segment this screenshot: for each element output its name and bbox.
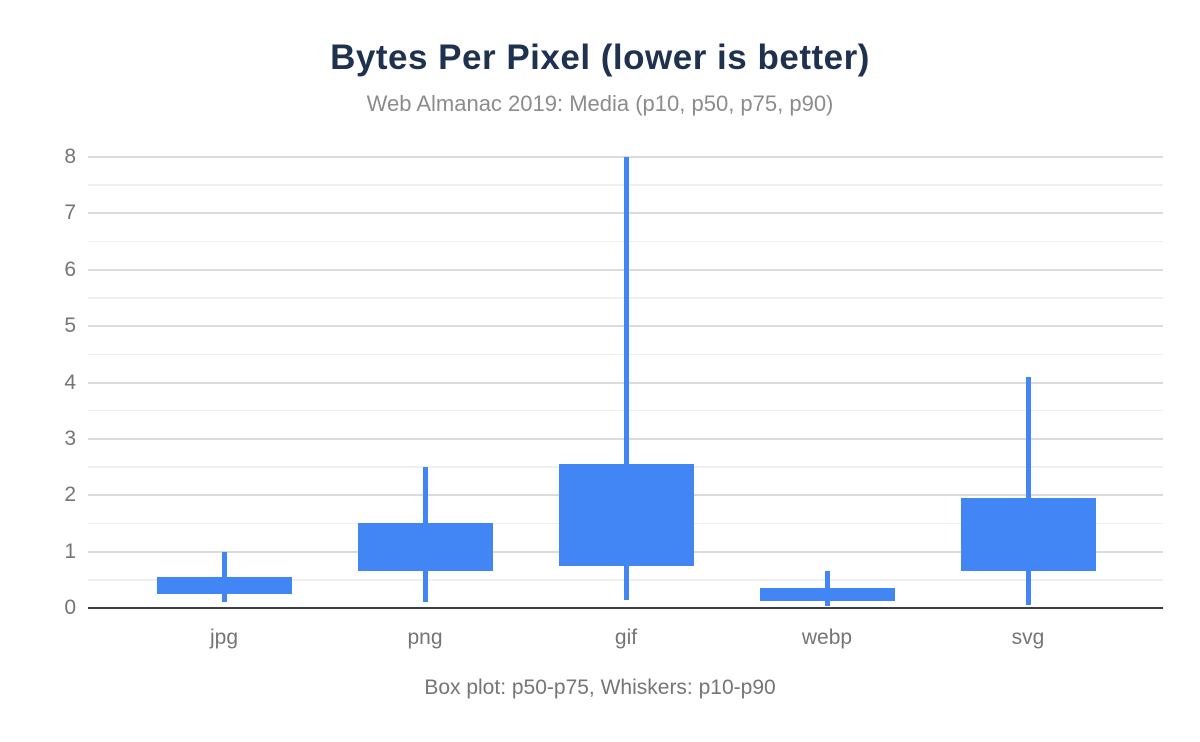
y-axis-label-4: 4 [64, 370, 76, 394]
box-gif[interactable] [558, 464, 694, 566]
y-axis-label-1: 1 [64, 539, 76, 563]
y-axis: 0 1 2 3 4 5 6 7 8 [0, 0, 76, 742]
plot-area [88, 156, 1163, 610]
x-axis-label-webp: webp [801, 626, 853, 649]
y-axis-label-7: 7 [64, 201, 76, 225]
box-svg[interactable] [960, 498, 1096, 572]
chart-caption: Box plot: p50-p75, Whiskers: p10-p90 [424, 676, 776, 699]
box-png[interactable] [357, 523, 493, 572]
x-axis: jpg png gif webp svg [88, 622, 1163, 654]
x-axis-baseline [88, 606, 1163, 610]
x-axis-label-gif: gif [614, 626, 638, 649]
x-axis-label-jpg: jpg [209, 626, 239, 649]
y-axis-label-2: 2 [64, 483, 76, 507]
y-axis-label-6: 6 [64, 257, 76, 281]
x-axis-label-svg: svg [1011, 626, 1045, 649]
y-axis-label-8: 8 [64, 145, 76, 168]
box-jpg[interactable] [156, 576, 292, 594]
box-webp[interactable] [759, 588, 895, 602]
y-axis-label-5: 5 [64, 314, 76, 338]
y-axis-label-3: 3 [64, 426, 76, 450]
y-axis-label-0: 0 [64, 596, 76, 619]
chart-subtitle: Web Almanac 2019: Media (p10, p50, p75, … [366, 91, 834, 116]
x-axis-label-png: png [407, 626, 443, 649]
chart-title: Bytes Per Pixel (lower is better) [330, 38, 870, 77]
whisker-gif[interactable] [623, 157, 629, 600]
whisker-svg[interactable] [1025, 376, 1031, 606]
